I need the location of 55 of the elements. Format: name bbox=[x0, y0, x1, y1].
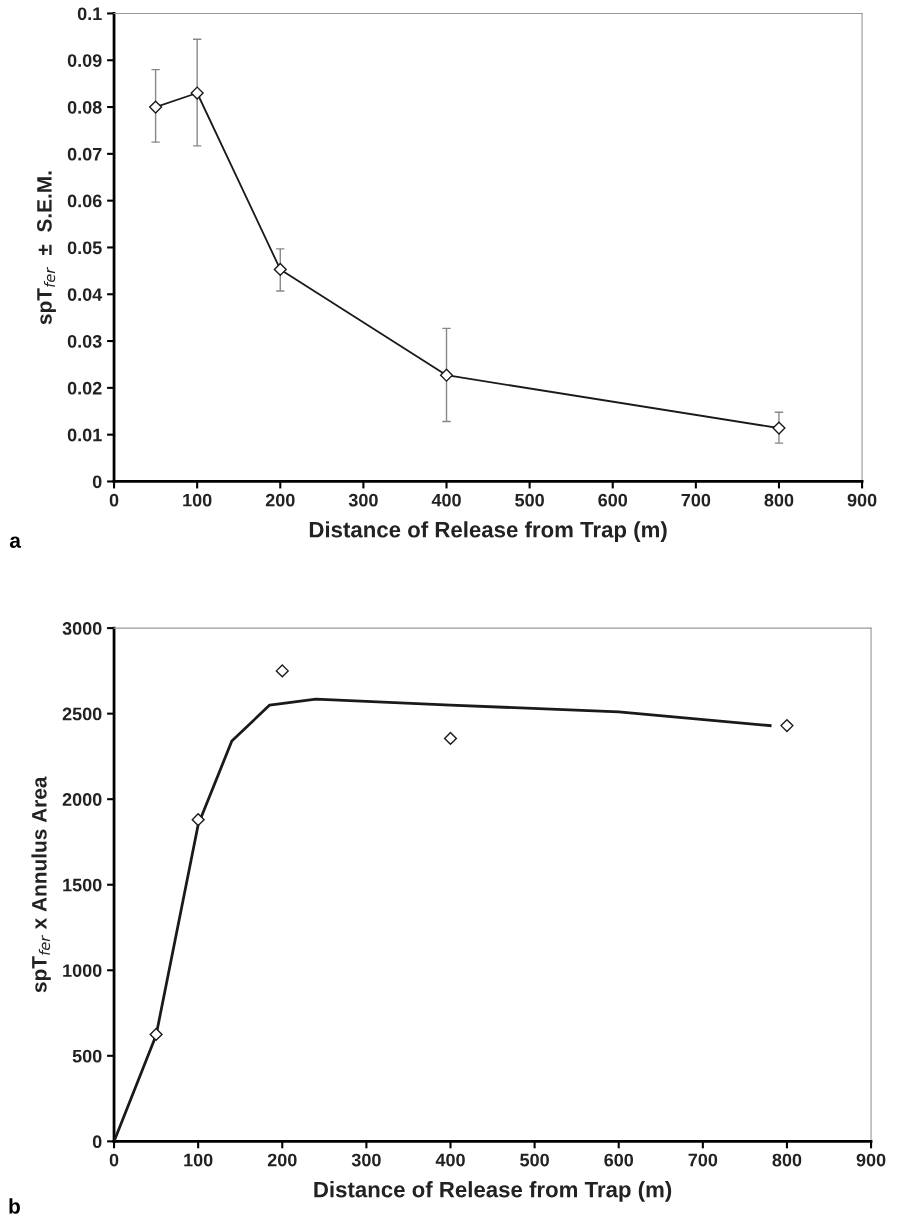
x-tick-label: 900 bbox=[856, 1153, 886, 1167]
y-axis-title: spT$_{fer}$ x Annulus Area bbox=[31, 776, 51, 993]
text: a bbox=[9, 536, 22, 548]
y-tick-label: 500 bbox=[72, 1049, 102, 1063]
point bbox=[439, 368, 454, 382]
x-tick-label: 100 bbox=[183, 493, 212, 507]
y-tick-label: 0.07 bbox=[67, 147, 102, 161]
y-tick-label: 0.01 bbox=[67, 428, 102, 442]
point bbox=[149, 100, 163, 114]
line-series bbox=[114, 697, 772, 1142]
x-tick-label: 700 bbox=[688, 1153, 718, 1167]
x-tick-label: 800 bbox=[764, 493, 794, 507]
y-tick-label: 3000 bbox=[62, 622, 102, 635]
y-tick-label: 2000 bbox=[62, 793, 102, 806]
x-tick-label: 200 bbox=[267, 1153, 297, 1167]
x-tick-label: 400 bbox=[435, 1153, 465, 1167]
x-tick-label: 500 bbox=[515, 493, 544, 507]
point bbox=[190, 86, 204, 100]
y-tick-label: 0.1 bbox=[77, 7, 102, 21]
y-tick-label: 0.05 bbox=[67, 241, 102, 255]
y-tick-label: 0.02 bbox=[67, 381, 102, 395]
y-tick-label: 1500 bbox=[63, 878, 102, 892]
x-tick-label: 0 bbox=[109, 1153, 119, 1167]
x-tick-label: 300 bbox=[351, 1153, 381, 1167]
y-tick-label: 0.08 bbox=[67, 100, 102, 114]
x-axis-title: Distance of Release from Trap (m) bbox=[314, 1181, 672, 1202]
y-tick-label: 1000 bbox=[63, 964, 102, 977]
point bbox=[772, 421, 786, 435]
y-tick-label: 0.03 bbox=[67, 334, 102, 348]
y-axis-title: spT$_{fer}$ ± S.E.M. bbox=[37, 171, 56, 325]
y-tick-label: 0 bbox=[92, 475, 102, 489]
x-axis-title: Distance of Release from Trap (m) bbox=[309, 521, 667, 542]
x-tick-label: 600 bbox=[604, 1153, 634, 1167]
x-tick-label: 600 bbox=[598, 493, 628, 507]
text: b bbox=[9, 1198, 20, 1214]
y-tick-label: 0.09 bbox=[67, 54, 102, 67]
y-tick-label: 0.04 bbox=[67, 288, 103, 301]
point bbox=[275, 664, 289, 678]
point bbox=[191, 813, 205, 827]
x-tick-label: 300 bbox=[348, 493, 378, 507]
x-tick-label: 0 bbox=[109, 493, 119, 507]
point bbox=[273, 262, 287, 277]
x-tick-label: 700 bbox=[681, 493, 711, 507]
x-tick-label: 400 bbox=[431, 493, 461, 507]
x-tick-label: 800 bbox=[772, 1153, 802, 1167]
point bbox=[780, 719, 794, 733]
point bbox=[149, 1027, 163, 1042]
y-tick-label: 0 bbox=[92, 1135, 102, 1149]
x-tick-label: 900 bbox=[847, 493, 877, 507]
x-tick-label: 200 bbox=[265, 493, 295, 507]
point bbox=[443, 731, 458, 746]
y-tick-label: 2500 bbox=[62, 707, 102, 721]
x-tick-label: 100 bbox=[184, 1153, 213, 1167]
x-tick-label: 500 bbox=[520, 1153, 549, 1167]
y-tick-label: 0.06 bbox=[67, 194, 102, 208]
